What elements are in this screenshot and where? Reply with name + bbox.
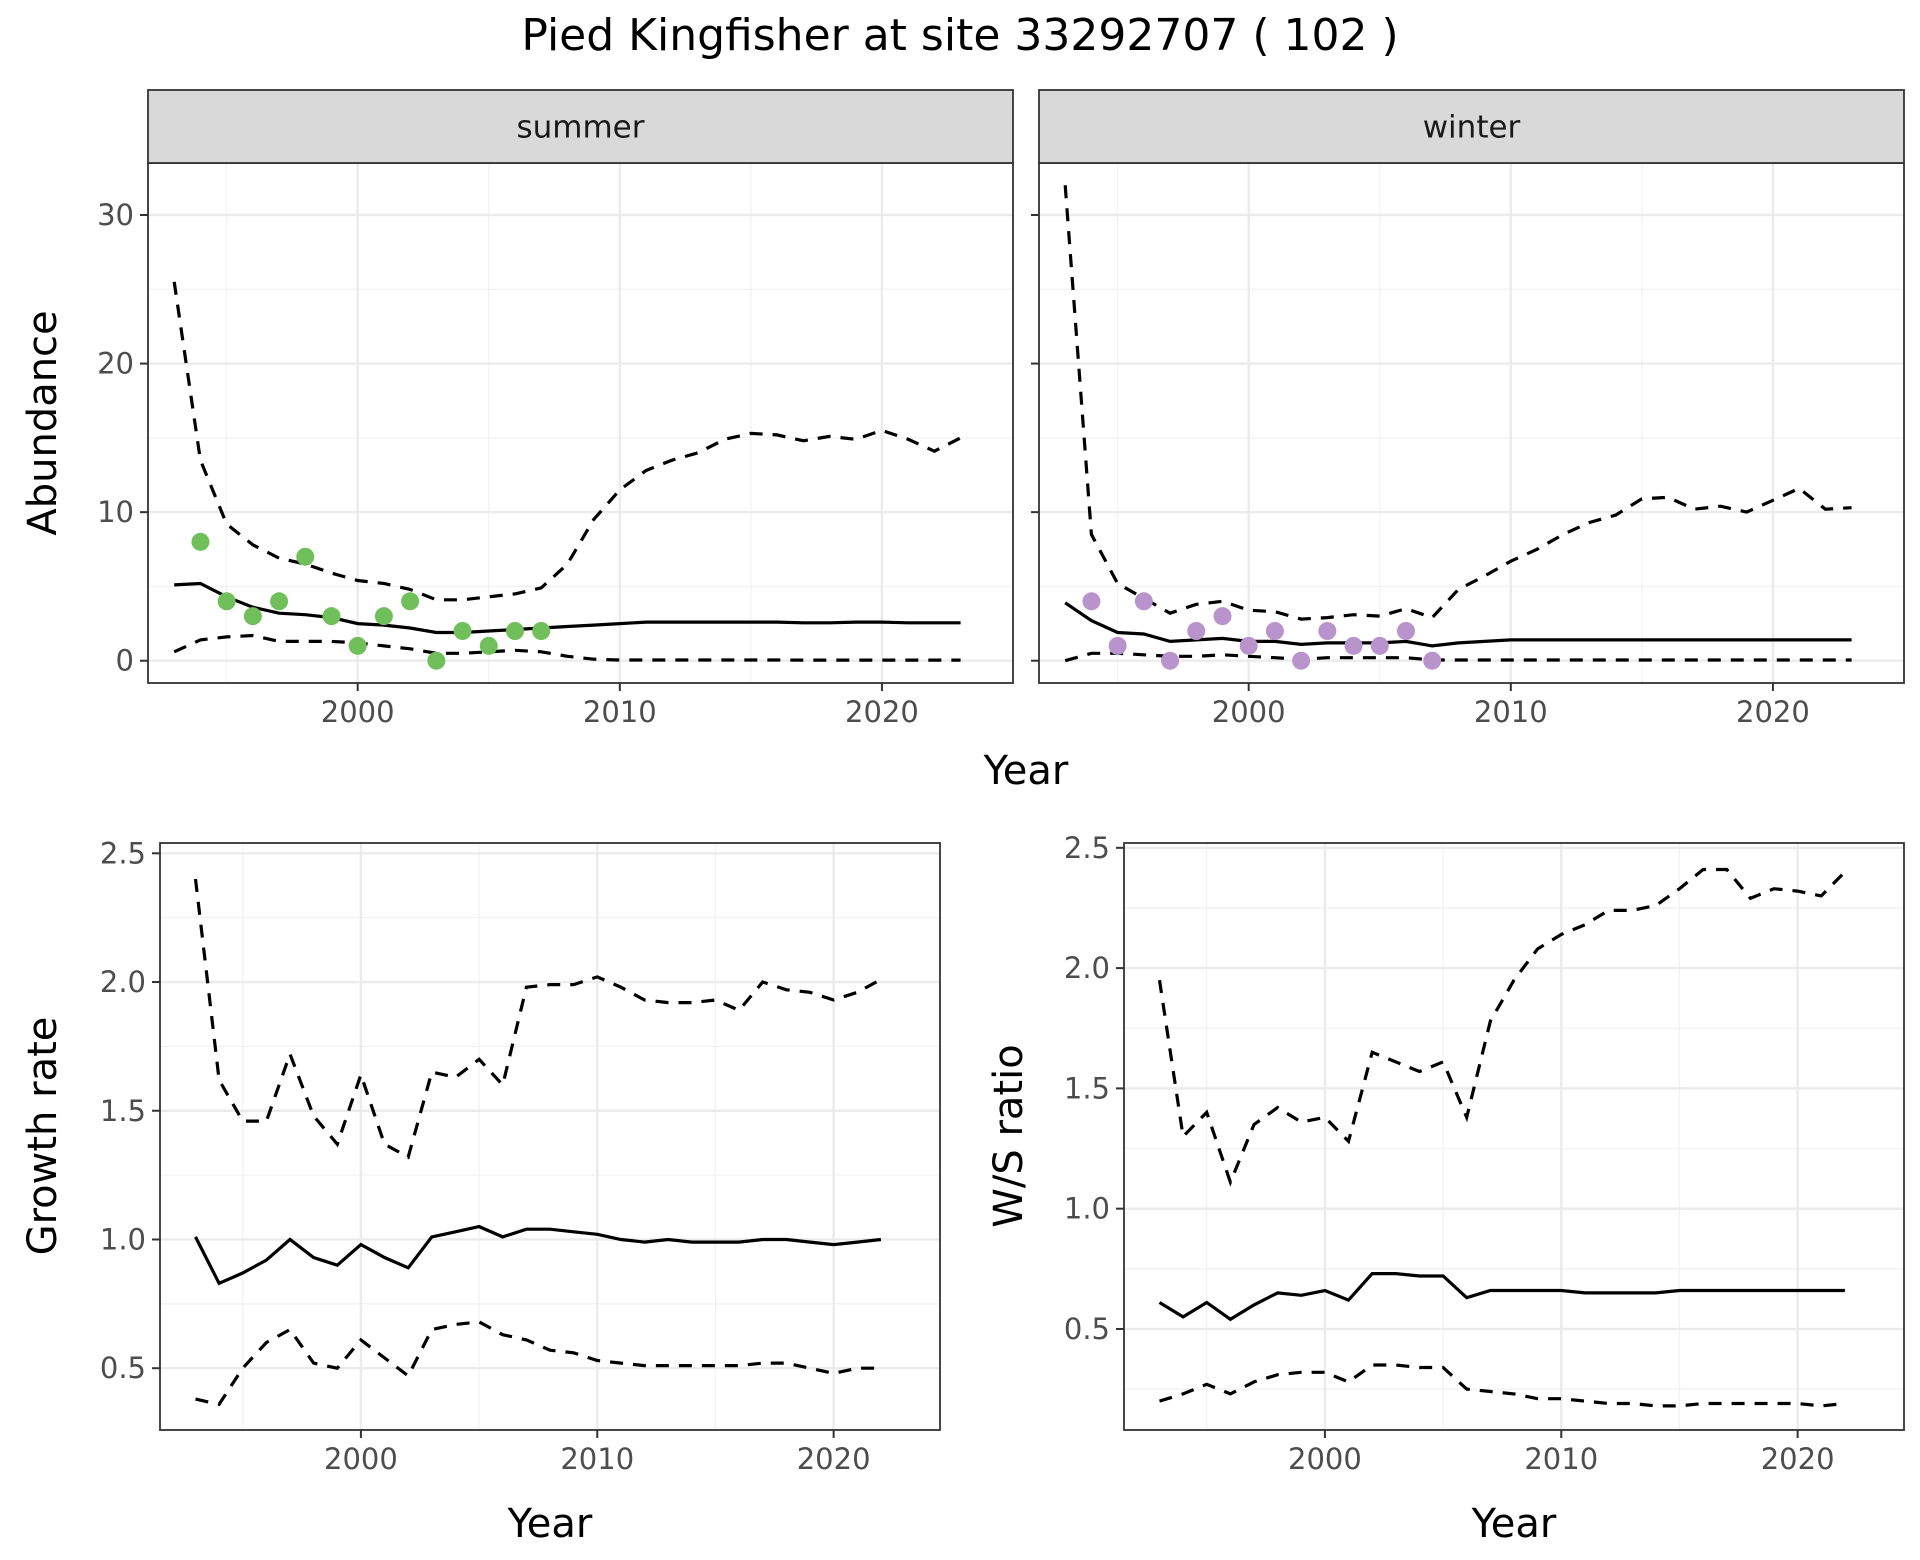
series-line-upper	[1063, 185, 1852, 621]
gridlines	[160, 843, 940, 1430]
series-line-estimate	[194, 1224, 882, 1286]
chart-title: Pied Kingfisher at site 33292707 ( 102 )	[521, 10, 1398, 61]
series-line-lower	[173, 633, 961, 662]
panel-ratio: 2000 2010 2020 0.5 1.0 1.5 2.0 2.5 W/S ratio Year	[986, 831, 1905, 1547]
data-point	[1134, 592, 1153, 611]
x-tick-label: 2020	[797, 1442, 871, 1476]
x-tick-label: 2010	[1524, 1442, 1598, 1476]
data-point	[505, 622, 524, 640]
data-point	[1265, 622, 1284, 640]
data-point	[1239, 636, 1258, 655]
x-axis-title-shared: Year	[983, 748, 1069, 794]
data-point	[401, 592, 420, 611]
series-line-upper	[193, 878, 882, 1160]
axis-ticks: 2000 2010 2020	[1031, 214, 1810, 729]
facet-strip	[1038, 89, 1905, 164]
series-line-lower	[1064, 651, 1852, 663]
series-line-lower	[195, 1320, 881, 1407]
panel-summer: summer 2000 2010 2020 0 10 20 30 Abundance	[20, 89, 1014, 729]
x-tick-label: 2000	[321, 695, 395, 729]
data-point	[1396, 622, 1415, 640]
y-tick-label: 1.5	[1064, 1071, 1110, 1105]
y-tick-label: 0	[116, 644, 134, 678]
x-tick-label: 2000	[324, 1442, 398, 1476]
y-tick-label: 20	[97, 347, 134, 381]
facet-strip-label: summer	[516, 110, 644, 146]
panel-growth: 2000 2010 2020 0.5 1.0 1.5 2.0 2.5 Growth rate Ye…	[20, 836, 941, 1547]
data-point	[270, 592, 289, 611]
gridlines	[148, 163, 1014, 683]
series-line-upper	[172, 281, 962, 602]
observed-points	[191, 532, 551, 670]
y-axis-title: Growth rate	[20, 1017, 66, 1256]
y-tick-label: 0.5	[1064, 1312, 1110, 1346]
y-axis-title: W/S ratio	[986, 1044, 1032, 1227]
y-tick-label: 2.0	[1064, 951, 1110, 985]
observed-points	[1082, 592, 1442, 670]
x-axis-title: Year	[507, 1501, 593, 1547]
data-point	[217, 592, 236, 611]
series-line-estimate	[1064, 601, 1852, 648]
y-tick-label: 1.5	[100, 1094, 146, 1128]
data-point	[1161, 651, 1180, 670]
panel-winter: winter 2000 2010 2020	[1031, 89, 1905, 729]
data-point	[191, 532, 210, 551]
x-tick-label: 2020	[1736, 695, 1810, 729]
series-line-lower	[1159, 1363, 1846, 1408]
y-tick-label: 10	[97, 495, 134, 529]
data-point	[532, 622, 551, 640]
data-point	[374, 607, 393, 626]
series-line-upper	[1157, 867, 1847, 1187]
data-point	[1370, 636, 1389, 655]
data-point	[1213, 607, 1232, 626]
y-axis-title: Abundance	[20, 310, 66, 535]
data-point	[296, 547, 315, 566]
y-tick-label: 2.0	[100, 965, 146, 999]
data-point	[427, 651, 446, 670]
data-point	[1082, 592, 1101, 611]
data-point	[1344, 636, 1363, 655]
data-point	[1108, 636, 1127, 655]
y-tick-label: 2.5	[1064, 831, 1110, 865]
axis-ticks: 2000 2010 2020 0.5 1.0 1.5 2.0 2.5	[1064, 831, 1835, 1476]
facet-strip	[147, 89, 1014, 164]
y-tick-label: 30	[97, 198, 134, 232]
y-tick-label: 1.0	[100, 1222, 146, 1256]
x-tick-label: 2000	[1288, 1442, 1362, 1476]
series-line-estimate	[1158, 1272, 1845, 1322]
panel-border	[1123, 842, 1905, 1431]
x-tick-label: 2020	[1761, 1442, 1835, 1476]
x-tick-label: 2020	[845, 695, 919, 729]
data-point	[453, 622, 472, 640]
panels: summer 2000 2010 2020 0 10 20 30 Abundance winter…	[20, 89, 1905, 1547]
data-point	[1318, 622, 1337, 640]
data-point	[1423, 651, 1442, 670]
y-tick-label: 2.5	[100, 836, 146, 870]
data-point	[1187, 622, 1206, 640]
axis-ticks: 2000 2010 2020 0 10 20 30	[97, 198, 919, 729]
x-axis-title: Year	[1471, 1501, 1557, 1547]
gridlines	[1124, 843, 1904, 1430]
data-point	[1292, 651, 1311, 670]
x-tick-label: 2010	[560, 1442, 634, 1476]
data-point	[322, 607, 341, 626]
x-tick-label: 2010	[1474, 695, 1548, 729]
facet-strip-label: winter	[1423, 110, 1521, 146]
x-tick-label: 2010	[583, 695, 657, 729]
panel-border	[159, 842, 941, 1431]
gridlines	[1039, 163, 1905, 683]
axis-ticks: 2000 2010 2020 0.5 1.0 1.5 2.0 2.5	[100, 836, 871, 1476]
x-tick-label: 2000	[1212, 695, 1286, 729]
data-point	[479, 636, 498, 655]
data-point	[348, 636, 367, 655]
series-line-estimate	[174, 581, 961, 635]
data-point	[243, 607, 262, 626]
y-tick-label: 1.0	[1064, 1192, 1110, 1226]
y-tick-label: 0.5	[100, 1351, 146, 1385]
panel-border	[1038, 162, 1905, 684]
